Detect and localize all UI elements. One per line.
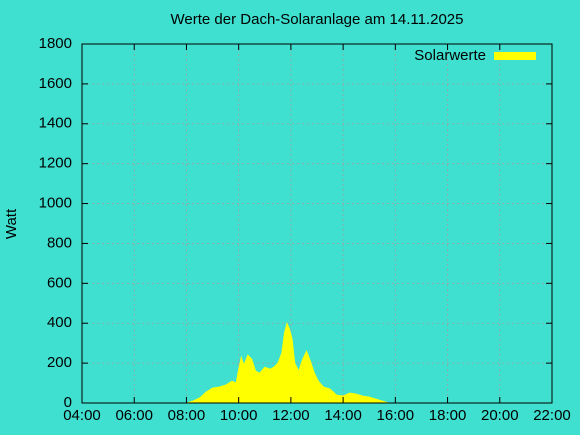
legend-key	[494, 52, 536, 60]
x-tick-label: 06:00	[115, 407, 153, 424]
x-tick-label: 22:00	[533, 407, 571, 424]
y-tick-label: 800	[47, 234, 72, 251]
y-tick-label: 1400	[39, 115, 72, 132]
y-tick-label: 400	[47, 314, 72, 331]
chart-title: Werte der Dach-Solaranlage am 14.11.2025	[171, 11, 464, 28]
x-tick-label: 18:00	[429, 407, 467, 424]
x-tick-label: 16:00	[377, 407, 415, 424]
area	[186, 322, 389, 404]
x-tick-label: 04:00	[63, 407, 101, 424]
x-tick-label: 08:00	[168, 407, 206, 424]
x-tick-label: 20:00	[481, 407, 519, 424]
y-tick-label: 1200	[39, 155, 72, 172]
x-tick-label: 12:00	[272, 407, 310, 424]
y-axis-label: Watt	[3, 208, 20, 239]
y-tick-label: 0	[64, 394, 72, 411]
y-tick-label: 1600	[39, 75, 72, 92]
y-tick-label: 1000	[39, 195, 72, 212]
y-tick-label: 1800	[39, 35, 72, 52]
y-tick-label: 600	[47, 274, 72, 291]
y-tick-label: 200	[47, 354, 72, 371]
x-tick-label: 10:00	[220, 407, 258, 424]
x-tick-label: 14:00	[324, 407, 362, 424]
plot-border	[81, 43, 553, 404]
legend-label: Solarwerte	[414, 47, 486, 64]
